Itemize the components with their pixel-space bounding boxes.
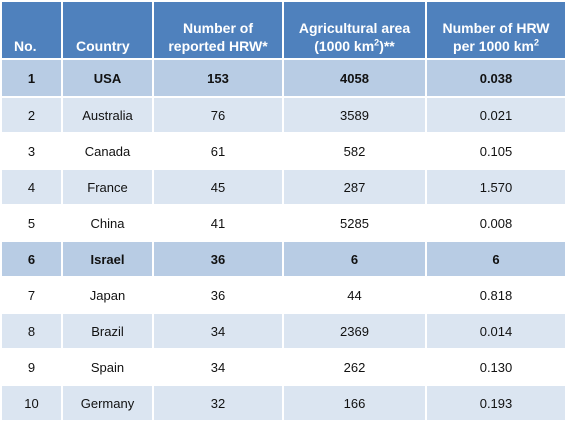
cell-country: France	[61, 168, 154, 206]
table-row: 7 Japan 36 44 0.818	[0, 276, 566, 314]
cell-per-area: 1.570	[425, 168, 566, 206]
cell-no: 4	[0, 168, 63, 206]
table-header-row: No. Country Number of reported HRW* Agri…	[0, 0, 566, 60]
cell-country: Brazil	[61, 312, 154, 350]
cell-area: 287	[282, 168, 427, 206]
table-row: 5 China 41 5285 0.008	[0, 204, 566, 242]
header-per-line1: Number of HRW	[442, 20, 550, 36]
cell-hrw: 34	[152, 312, 284, 350]
cell-area: 582	[282, 132, 427, 170]
cell-hrw: 34	[152, 348, 284, 386]
header-country: Country	[61, 0, 154, 60]
table-row: 6 Israel 36 6 6	[0, 240, 566, 278]
header-no-label: No.	[14, 38, 37, 54]
cell-no: 9	[0, 348, 63, 386]
cell-area: 262	[282, 348, 427, 386]
cell-no: 10	[0, 384, 63, 422]
table-row: 9 Spain 34 262 0.130	[0, 348, 566, 386]
cell-hrw: 32	[152, 384, 284, 422]
table-row: 10 Germany 32 166 0.193	[0, 384, 566, 422]
cell-country: Canada	[61, 132, 154, 170]
header-hrw-line2: reported HRW*	[168, 38, 268, 54]
cell-area: 4058	[282, 58, 427, 98]
cell-per-area: 0.038	[425, 58, 566, 98]
cell-country: Spain	[61, 348, 154, 386]
cell-country: Germany	[61, 384, 154, 422]
cell-per-area: 0.130	[425, 348, 566, 386]
header-per-line2-pre: per 1000 km	[453, 38, 534, 54]
cell-per-area: 0.014	[425, 312, 566, 350]
cell-no: 7	[0, 276, 63, 314]
table-row: 3 Canada 61 582 0.105	[0, 132, 566, 170]
cell-hrw: 41	[152, 204, 284, 242]
cell-hrw: 36	[152, 240, 284, 278]
cell-per-area: 0.818	[425, 276, 566, 314]
cell-hrw: 36	[152, 276, 284, 314]
cell-per-area: 6	[425, 240, 566, 278]
cell-per-area: 0.193	[425, 384, 566, 422]
cell-area: 6	[282, 240, 427, 278]
cell-country: Australia	[61, 96, 154, 134]
cell-area: 3589	[282, 96, 427, 134]
header-agricultural-area: Agricultural area (1000 km2)**	[282, 0, 427, 60]
cell-area: 5285	[282, 204, 427, 242]
table-row: 8 Brazil 34 2369 0.014	[0, 312, 566, 350]
header-hrw-line1: Number of	[183, 20, 253, 36]
cell-no: 2	[0, 96, 63, 134]
cell-area: 44	[282, 276, 427, 314]
cell-no: 6	[0, 240, 63, 278]
cell-no: 1	[0, 58, 63, 98]
cell-hrw: 76	[152, 96, 284, 134]
header-area-line2-pre: (1000 km	[314, 38, 375, 54]
cell-hrw: 153	[152, 58, 284, 98]
cell-no: 5	[0, 204, 63, 242]
cell-area: 2369	[282, 312, 427, 350]
cell-hrw: 45	[152, 168, 284, 206]
cell-no: 3	[0, 132, 63, 170]
cell-country: USA	[61, 58, 154, 98]
cell-country: Israel	[61, 240, 154, 278]
header-reported-hrw: Number of reported HRW*	[152, 0, 284, 60]
header-per-line2-sup: 2	[533, 37, 539, 48]
cell-per-area: 0.021	[425, 96, 566, 134]
cell-area: 166	[282, 384, 427, 422]
cell-no: 8	[0, 312, 63, 350]
header-area-line1: Agricultural area	[298, 20, 411, 36]
table-row: 4 France 45 287 1.570	[0, 168, 566, 206]
header-area-line2-post: )**	[379, 38, 395, 54]
table-row: 1 USA 153 4058 0.038	[0, 58, 566, 98]
header-country-label: Country	[76, 38, 130, 54]
cell-per-area: 0.008	[425, 204, 566, 242]
cell-country: China	[61, 204, 154, 242]
cell-country: Japan	[61, 276, 154, 314]
cell-per-area: 0.105	[425, 132, 566, 170]
header-area-line2-sup: 2	[374, 37, 380, 48]
header-no: No.	[0, 0, 63, 60]
cell-hrw: 61	[152, 132, 284, 170]
header-hrw-per-area: Number of HRW per 1000 km2	[425, 0, 566, 60]
table-row: 2 Australia 76 3589 0.021	[0, 96, 566, 134]
